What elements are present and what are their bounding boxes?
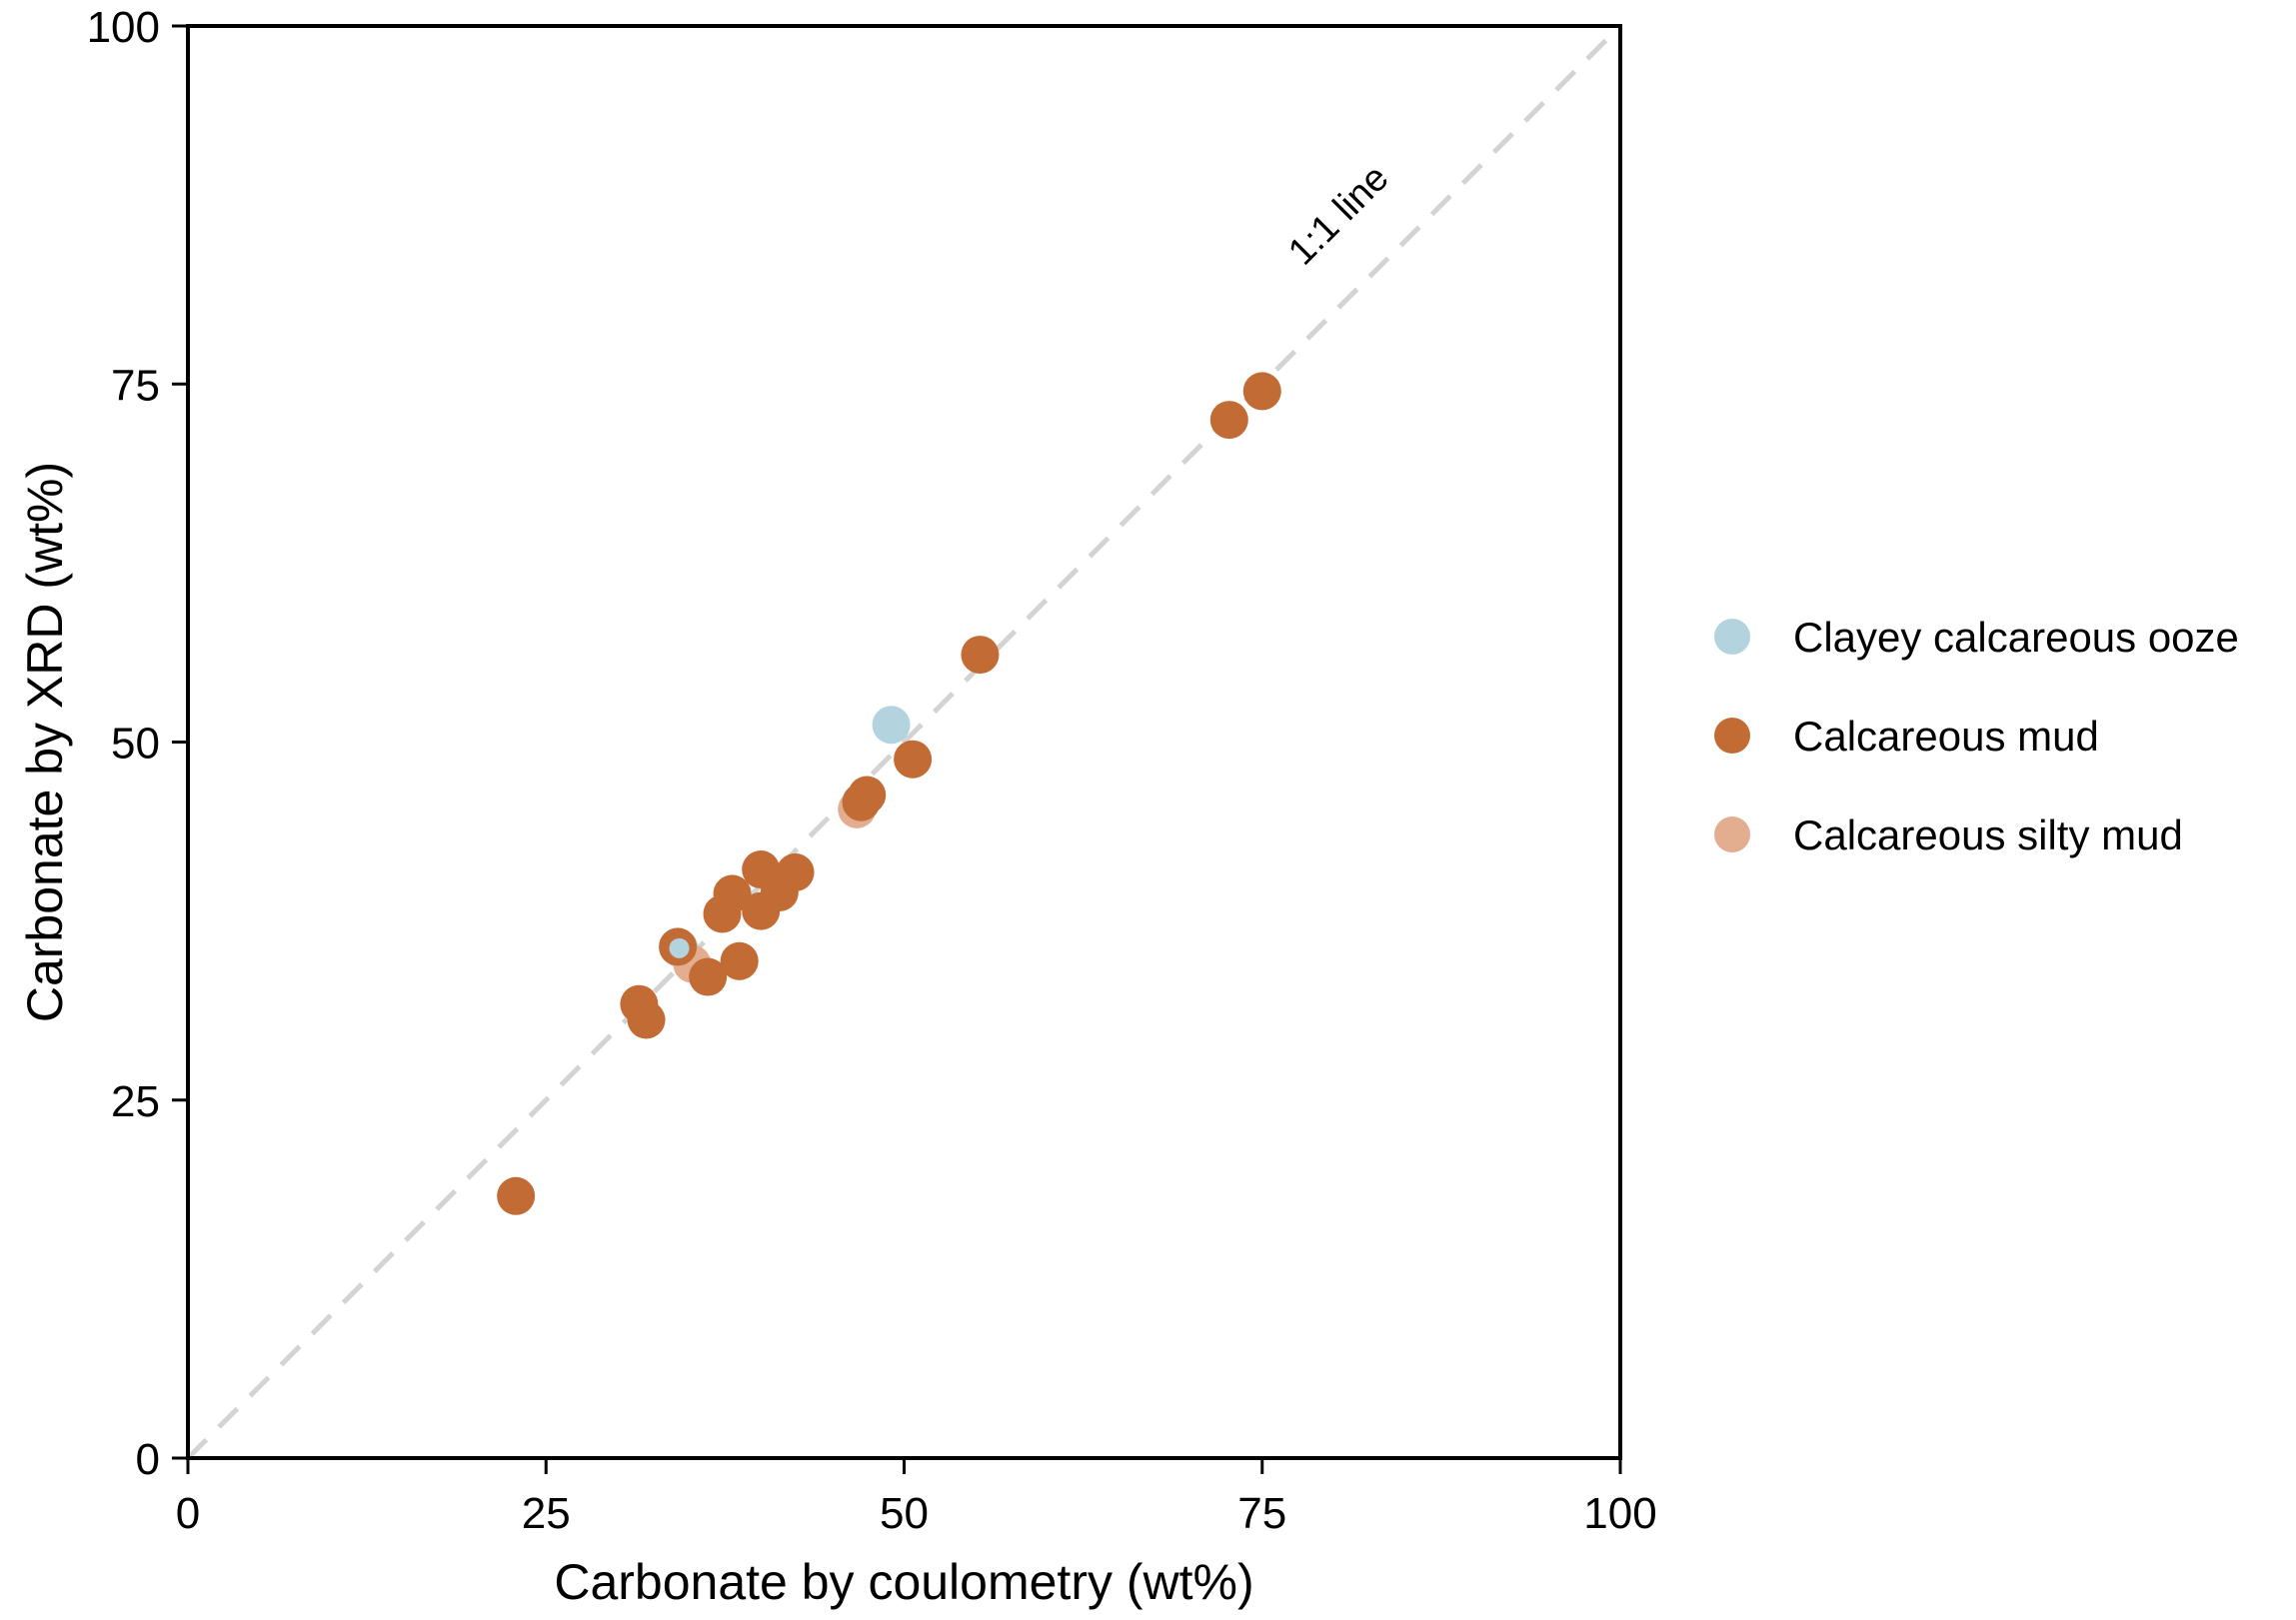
y-tick-label-100: 100 [87, 3, 160, 52]
overlay-point-calcareous-mud-3 [729, 950, 750, 971]
y-tick-label-50: 50 [111, 720, 160, 769]
legend-label-calcareous-mud: Calcareous mud [1793, 713, 2099, 760]
one-to-one-reference-line [186, 24, 1622, 1460]
x-tick-label-100: 100 [1583, 1489, 1656, 1538]
point-calcareous-mud-12 [776, 852, 815, 891]
x-tick-label-25: 25 [522, 1489, 571, 1538]
legend-marker-calcareous-mud [1714, 718, 1750, 754]
y-tick-label-25: 25 [111, 1077, 160, 1126]
reference-line-label: 1:1 line [1280, 157, 1396, 273]
point-calcareous-mud-3 [627, 1000, 666, 1039]
axis-labels-layer: Carbonate by coulometry (wt%) Carbonate b… [17, 462, 1254, 1610]
legend-label-calcareous-silty-mud: Calcareous silty mud [1793, 811, 2183, 858]
legend-item-clayey-calcareous-ooze: Clayey calcareous ooze [1714, 614, 2239, 661]
legend-marker-clayey-calcareous-ooze [1714, 619, 1750, 655]
data-points-layer [497, 372, 1281, 1215]
x-tick-label-75: 75 [1237, 1489, 1286, 1538]
point-calcareous-mud-8 [713, 874, 752, 913]
x-tick-label-50: 50 [880, 1489, 929, 1538]
axis-ticks-layer: 0 25 50 75 100 0 25 50 75 100 [87, 3, 1657, 1538]
y-tick-label-75: 75 [111, 361, 160, 410]
reference-line-layer: 1:1 line [186, 24, 1622, 1460]
y-axis-title: Carbonate by XRD (wt%) [17, 462, 73, 1022]
x-axis-title: Carbonate by coulometry (wt%) [554, 1554, 1253, 1610]
legend-label-clayey-calcareous-ooze: Clayey calcareous ooze [1793, 614, 2239, 661]
point-calcareous-mud-14 [848, 776, 887, 814]
point-calcareous-mud-17 [1209, 401, 1248, 440]
legend: Clayey calcareous ooze Calcareous mud Calc… [1714, 614, 2239, 858]
point-calcareous-mud-1 [497, 1176, 536, 1215]
point-calcareous-mud-15 [894, 740, 933, 779]
x-tick-label-0: 0 [176, 1489, 200, 1538]
point-calcareous-mud-16 [961, 636, 1000, 675]
overlay-point-calcareous-mud-2 [1251, 381, 1272, 402]
legend-item-calcareous-silty-mud: Calcareous silty mud [1714, 811, 2183, 858]
y-tick-label-0: 0 [136, 1435, 160, 1484]
overlay-point-clayey-calcareous-ooze-1 [669, 937, 690, 958]
legend-marker-calcareous-silty-mud [1714, 816, 1750, 852]
point-calcareous-mud-11 [742, 850, 781, 889]
legend-item-calcareous-mud: Calcareous mud [1714, 713, 2099, 760]
point-calcareous-mud-4 [689, 957, 728, 996]
point-clayey-calcareous-ooze-1 [872, 706, 911, 745]
